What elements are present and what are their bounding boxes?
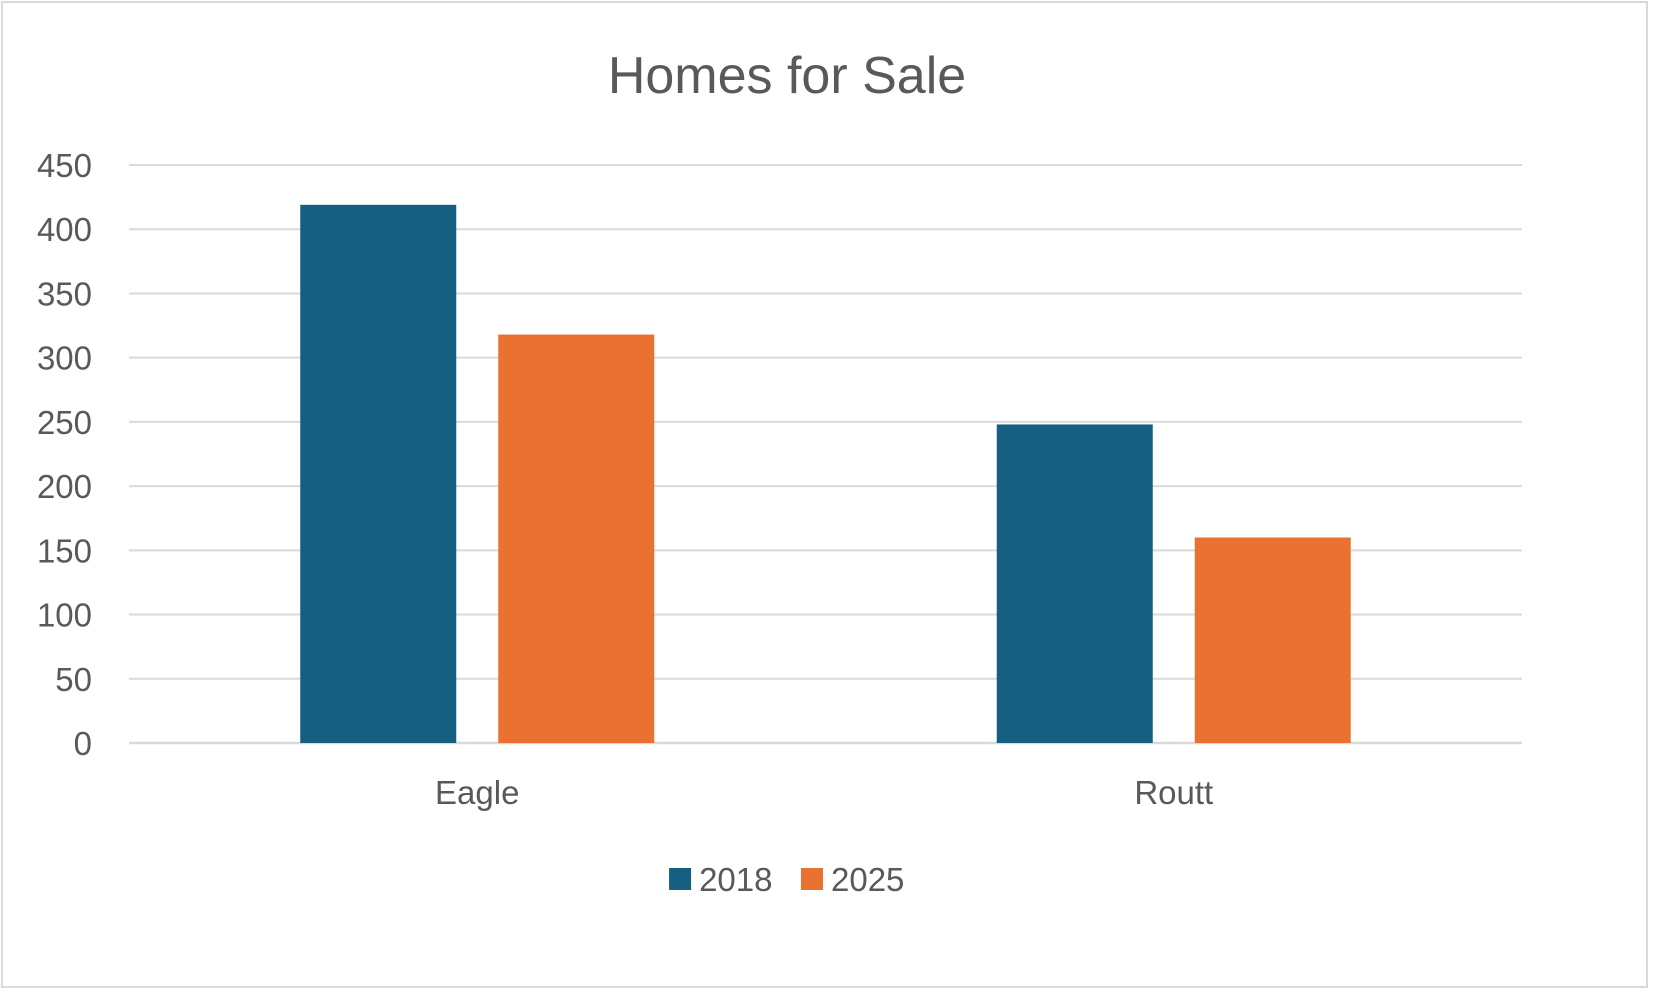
y-tick-label: 50	[55, 661, 92, 698]
bar-chart: Homes for Sale 0 50 100 150 200 250 300 350 400 4…	[37, 47, 1522, 898]
y-tick-label: 450	[37, 147, 92, 184]
y-tick-label: 100	[37, 597, 92, 634]
bar-routt-2018[interactable]	[996, 424, 1153, 743]
x-category-label: Routt	[1134, 774, 1213, 811]
y-tick-label: 200	[37, 468, 92, 505]
y-tick-label: 250	[37, 404, 92, 441]
chart-title: Homes for Sale	[608, 47, 966, 105]
legend-swatch-2018	[669, 868, 692, 890]
legend-swatch-2025	[801, 868, 823, 890]
bar-eagle-2018[interactable]	[300, 204, 457, 744]
y-tick-label: 350	[37, 275, 92, 312]
x-category-label: Eagle	[435, 774, 519, 811]
legend-label: 2018	[699, 861, 772, 898]
y-tick-label: 0	[74, 725, 92, 762]
y-tick-label: 400	[37, 211, 92, 248]
bar-routt-2025[interactable]	[1194, 537, 1351, 743]
legend-label: 2025	[831, 861, 904, 898]
y-tick-label: 300	[37, 340, 92, 377]
y-tick-label: 150	[37, 532, 92, 569]
bar-eagle-2025[interactable]	[498, 334, 655, 743]
